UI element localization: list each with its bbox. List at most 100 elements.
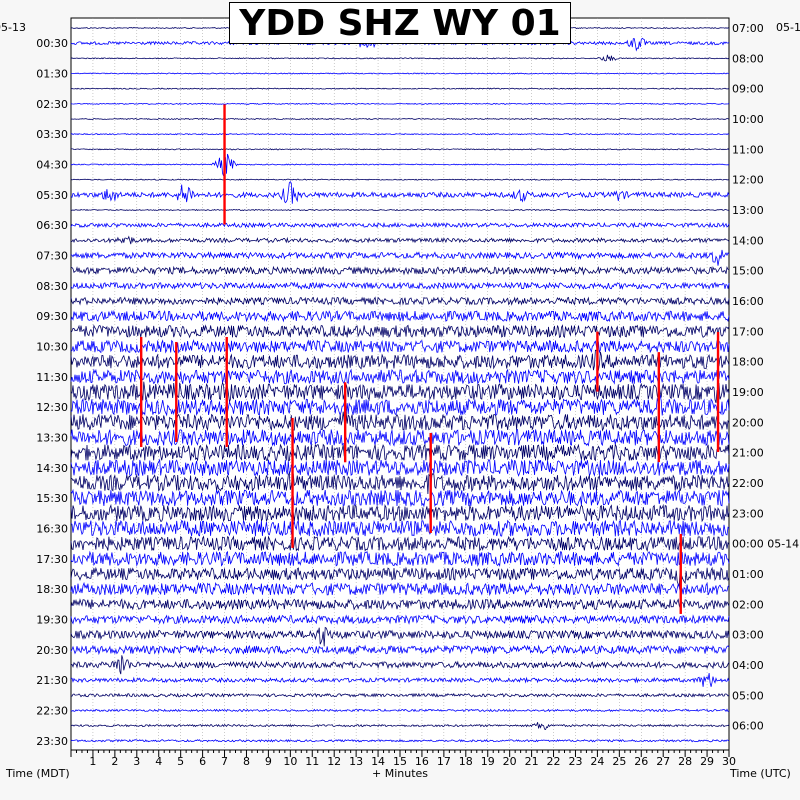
right-hour-label: 11:00	[732, 143, 764, 156]
left-hour-label: 17:30	[36, 553, 68, 566]
clipped-event-mark	[343, 382, 347, 463]
trace-row	[70, 655, 730, 675]
left-hour-label: 03:30	[36, 128, 68, 141]
right-hour-label: 09:00	[732, 83, 764, 96]
left-hour-label: 14:30	[36, 462, 68, 475]
x-tick-label: 23	[568, 755, 582, 768]
trace-row	[70, 503, 730, 523]
left-hour-label: 02:30	[36, 98, 68, 111]
trace-row	[70, 221, 730, 229]
trace-row	[70, 428, 730, 447]
right-hour-label: 15:00	[732, 265, 764, 278]
right-hour-label: 04:00	[732, 659, 764, 672]
x-tick-label: 28	[678, 755, 692, 768]
x-tick-label: 13	[349, 755, 363, 768]
right-hour-label: 20:00	[732, 416, 764, 429]
clipped-events	[139, 104, 720, 614]
x-tick-label: 22	[547, 755, 561, 768]
trace-row	[70, 708, 730, 713]
x-tick-label: 17	[437, 755, 451, 768]
left-hour-label: 11:30	[36, 371, 68, 384]
trace-row	[70, 87, 730, 90]
left-hour-label: 04:30	[36, 158, 68, 171]
trace-row	[70, 597, 730, 611]
clipped-event-mark	[291, 417, 294, 548]
trace-row	[70, 153, 730, 177]
left-hour-label: 12:30	[36, 401, 68, 414]
right-hour-label: 16:00	[732, 295, 764, 308]
left-hour-label: 22:30	[36, 704, 68, 717]
x-tick-label: 26	[634, 755, 648, 768]
x-tick-label: 18	[459, 755, 473, 768]
right-hour-label: 03:00	[732, 629, 764, 642]
left-hour-label: 21:30	[36, 674, 68, 687]
trace-row	[70, 644, 730, 656]
trace-row	[70, 722, 730, 730]
x-tick-label: 20	[503, 755, 517, 768]
trace-row	[70, 265, 730, 276]
trace-row	[70, 181, 730, 204]
right-hour-label: 06:00	[732, 720, 764, 733]
trace-row	[70, 535, 730, 553]
trace-row	[70, 281, 730, 291]
axes: 00:30 01:30 02:30 03:30 04:30 05:30 06:30 07:30…	[36, 22, 799, 768]
trace-row	[70, 692, 730, 698]
x-tick-label: 25	[612, 755, 626, 768]
left-hour-label: 13:30	[36, 431, 68, 444]
trace-row	[70, 411, 730, 432]
trace-row	[70, 368, 730, 385]
clipped-event-mark	[139, 336, 143, 447]
right-hour-label: 01:00	[732, 568, 764, 581]
clipped-event-mark	[175, 341, 178, 442]
x-tick-label: 2	[111, 755, 118, 768]
trace-row	[70, 518, 730, 537]
left-axis-label: Time (MDT)	[5, 767, 70, 780]
right-hour-label: 22:00	[732, 477, 764, 490]
x-tick-label: 24	[590, 755, 604, 768]
chart-title: YDD SHZ WY 01	[229, 2, 571, 44]
right-hour-label: 05:00	[732, 689, 764, 702]
trace-row	[70, 133, 730, 136]
trace-row	[70, 296, 730, 306]
trace-row	[70, 309, 730, 323]
x-tick-label: 12	[327, 755, 341, 768]
x-tick-label: 11	[305, 755, 319, 768]
trace-row	[70, 249, 730, 266]
trace-row	[70, 581, 730, 597]
trace-row	[70, 235, 730, 245]
trace-row	[70, 324, 730, 339]
clipped-event-mark	[716, 331, 720, 452]
left-hour-label: 07:30	[36, 249, 68, 262]
clipped-event-mark	[223, 104, 226, 225]
left-hour-label: 08:30	[36, 280, 68, 293]
trace-row	[70, 488, 730, 508]
right-hour-label: 08:00	[732, 52, 764, 65]
right-axis-label: Time (UTC)	[729, 767, 791, 780]
x-tick-label: 9	[265, 755, 272, 768]
seismic-traces	[70, 26, 730, 743]
right-hour-label: 21:00	[732, 447, 764, 460]
trace-row	[70, 54, 730, 62]
right-hour-label: 12:00	[732, 174, 764, 187]
x-tick-label: 5	[177, 755, 184, 768]
left-hour-label: 05:30	[36, 189, 68, 202]
x-tick-label: 7	[221, 755, 228, 768]
left-hour-label: 23:30	[36, 735, 68, 748]
trace-row	[70, 72, 730, 75]
clipped-event-mark	[225, 336, 228, 447]
trace-row	[70, 738, 730, 743]
x-tick-label: 19	[481, 755, 495, 768]
x-tick-label: 14	[371, 755, 385, 768]
trace-row	[70, 672, 730, 687]
right-hour-label: 13:00	[732, 204, 764, 217]
trace-row	[70, 347, 730, 371]
left-hour-label: 00:30	[36, 37, 68, 50]
left-hour-label: 15:30	[36, 492, 68, 505]
x-tick-label: 10	[283, 755, 297, 768]
right-hour-label: 10:00	[732, 113, 764, 126]
left-hour-label: 16:30	[36, 522, 68, 535]
trace-row	[70, 381, 730, 404]
clipped-event-mark	[679, 533, 682, 614]
right-hour-label: 19:00	[732, 386, 764, 399]
x-tick-label: 21	[525, 755, 539, 768]
